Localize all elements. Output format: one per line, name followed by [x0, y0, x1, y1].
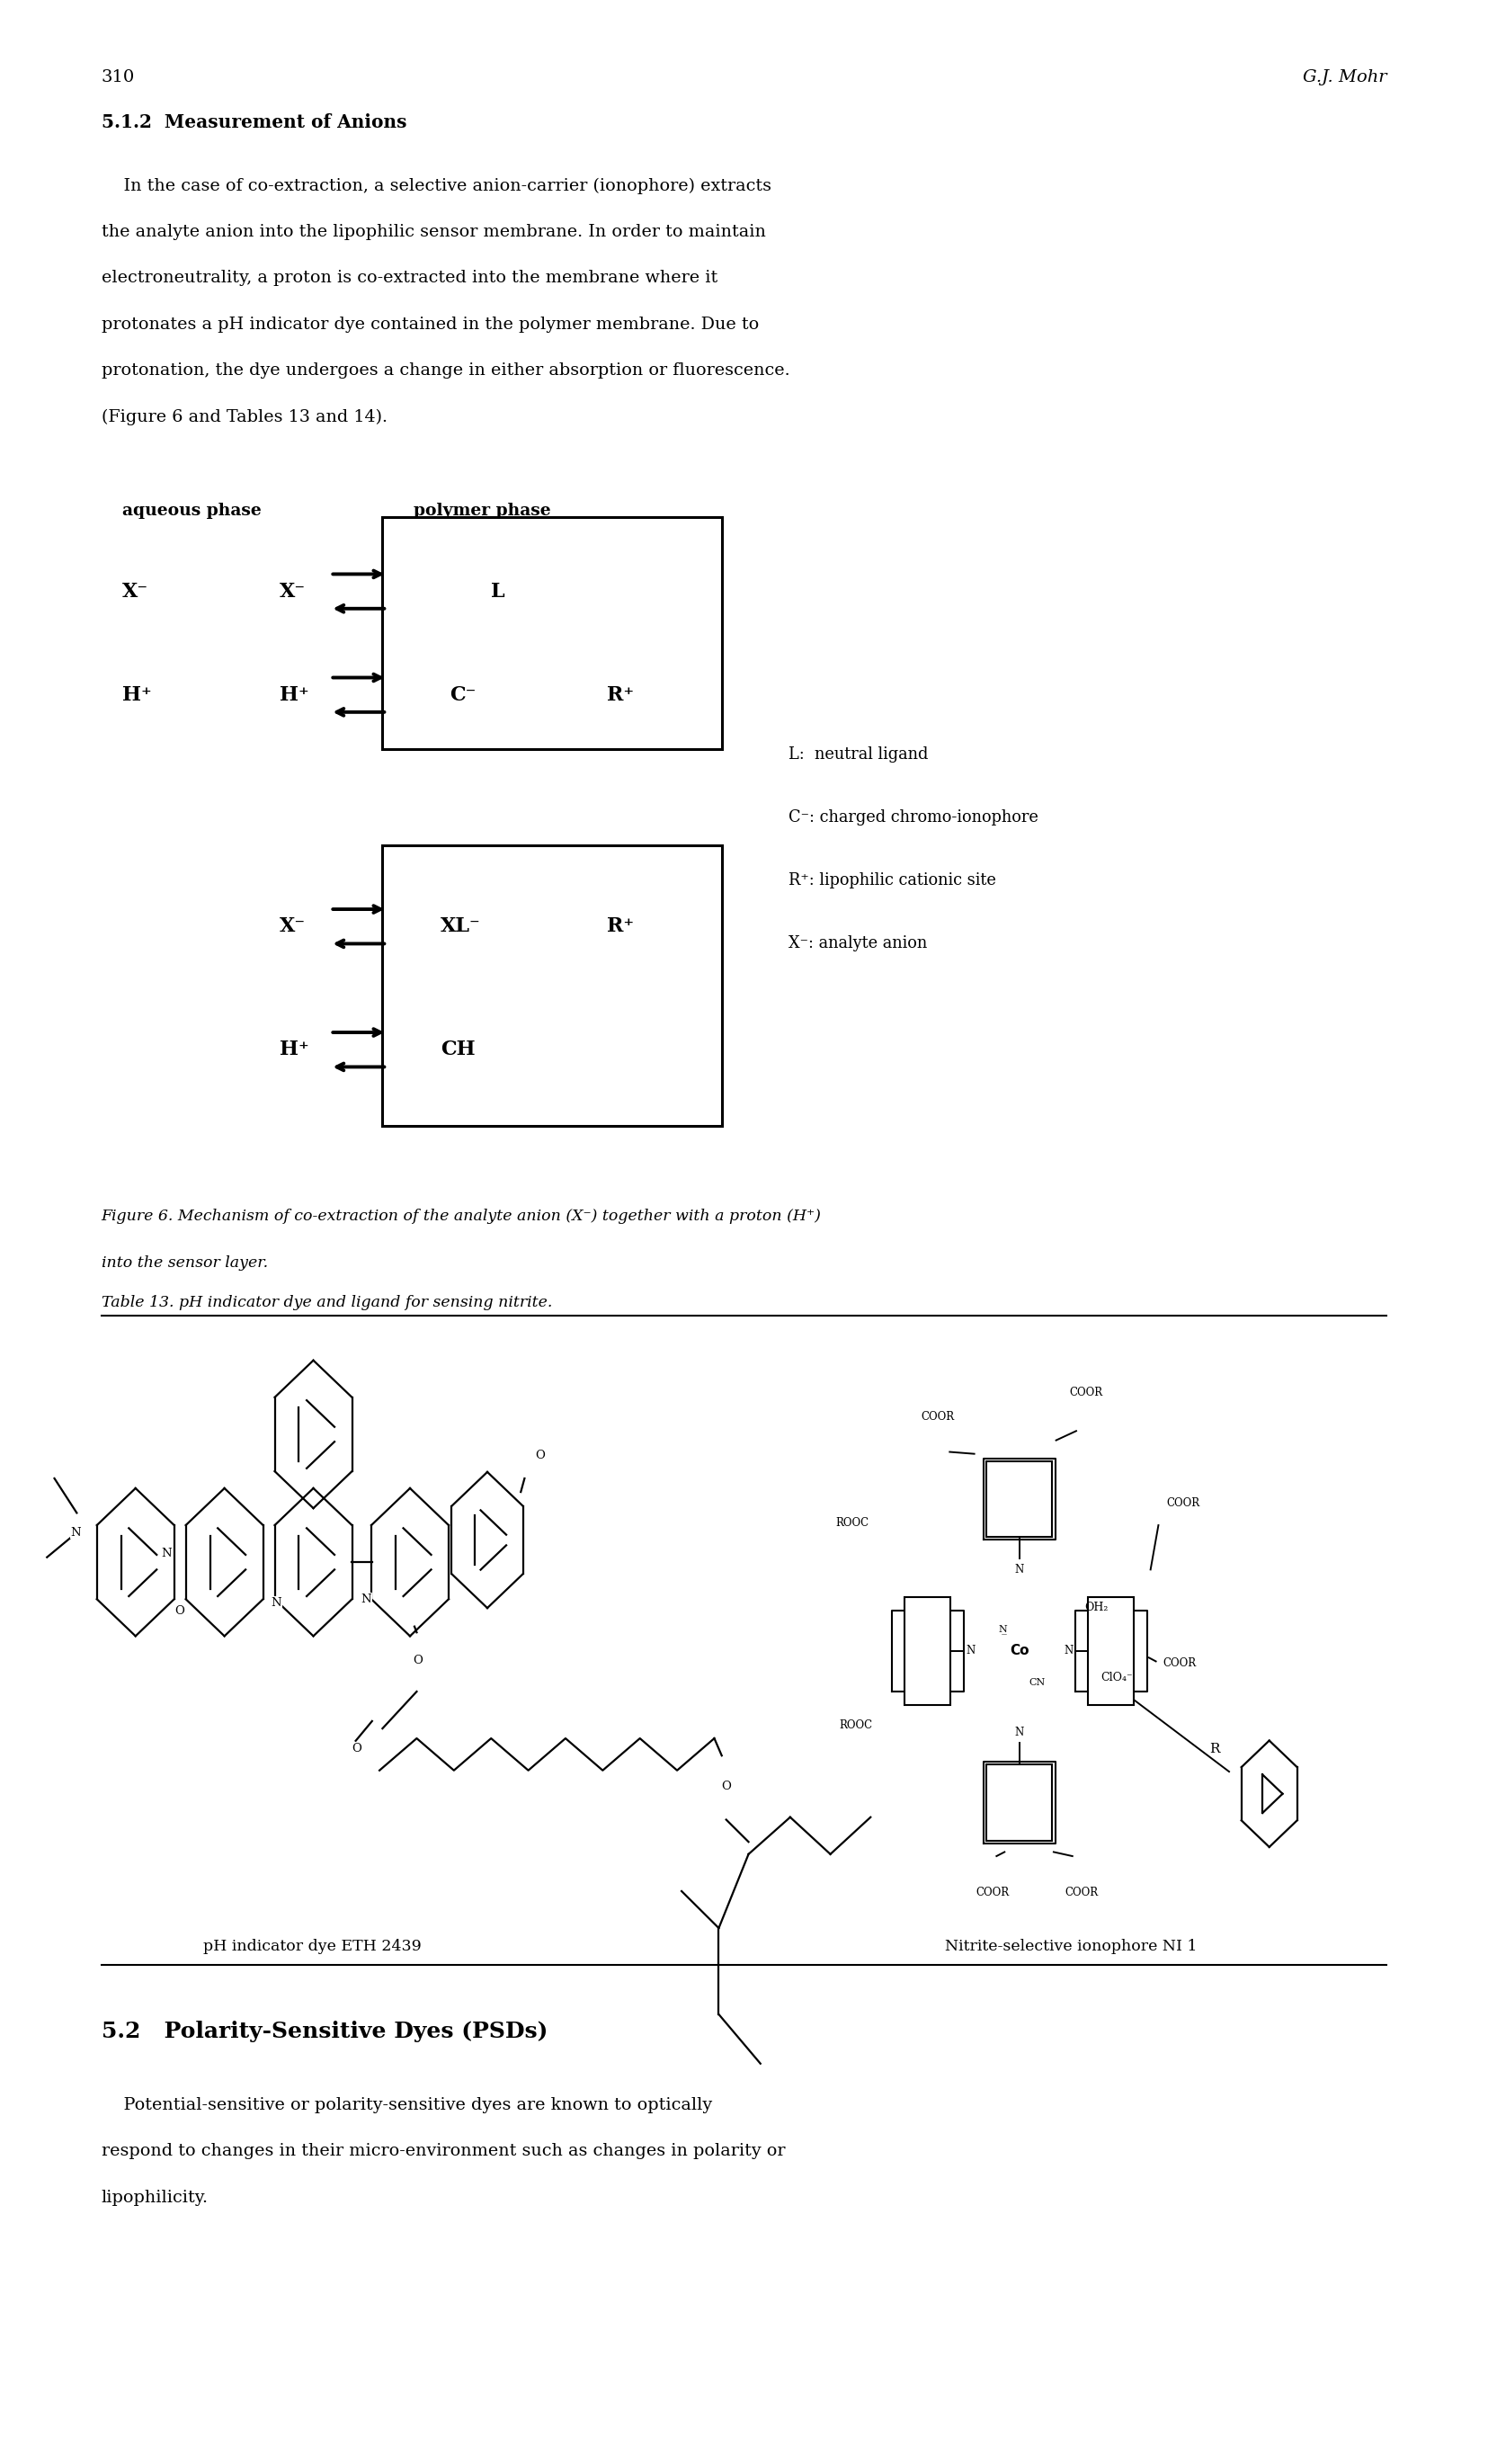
Text: Co: Co — [1010, 1643, 1028, 1658]
Text: COOR: COOR — [1070, 1387, 1103, 1397]
Text: H⁺: H⁺ — [122, 685, 152, 705]
Text: L: L — [491, 582, 504, 601]
Text: respond to changes in their micro-environment such as changes in polarity or: respond to changes in their micro-enviro… — [101, 2144, 786, 2158]
Text: (Figure 6 and Tables 13 and 14).: (Figure 6 and Tables 13 and 14). — [101, 409, 387, 426]
Text: N: N — [362, 1594, 372, 1604]
Text: COOR: COOR — [921, 1412, 954, 1422]
Text: X⁻: analyte anion: X⁻: analyte anion — [789, 936, 927, 951]
Text: In the case of co-extraction, a selective anion-carrier (ionophore) extracts: In the case of co-extraction, a selectiv… — [101, 177, 771, 195]
Text: N: N — [162, 1547, 173, 1560]
Text: N̲: N̲ — [998, 1624, 1007, 1634]
Text: electroneutrality, a proton is co-extracted into the membrane where it: electroneutrality, a proton is co-extrac… — [101, 271, 717, 286]
Text: G.J. Mohr: G.J. Mohr — [1302, 69, 1387, 86]
Text: O: O — [176, 1607, 185, 1616]
Text: N: N — [1064, 1646, 1073, 1656]
Text: into the sensor layer.: into the sensor layer. — [101, 1257, 268, 1271]
Text: R: R — [1210, 1742, 1220, 1757]
Text: X⁻: X⁻ — [280, 917, 307, 936]
Text: C⁻: charged chromo-ionophore: C⁻: charged chromo-ionophore — [789, 811, 1039, 825]
Text: N: N — [1015, 1727, 1024, 1737]
Text: N: N — [71, 1528, 82, 1538]
Text: polymer phase: polymer phase — [414, 503, 551, 520]
Text: O: O — [722, 1779, 731, 1791]
Text: lipophilicity.: lipophilicity. — [101, 2190, 208, 2205]
Text: ClO₄⁻: ClO₄⁻ — [1101, 1673, 1134, 1683]
Text: X⁻: X⁻ — [280, 582, 307, 601]
Text: Potential-sensitive or polarity-sensitive dyes are known to optically: Potential-sensitive or polarity-sensitiv… — [101, 2097, 711, 2114]
Text: CN: CN — [1030, 1678, 1046, 1688]
Bar — [382, 517, 722, 749]
Text: N: N — [966, 1646, 975, 1656]
Text: C⁻: C⁻ — [449, 685, 476, 705]
Text: pH indicator dye ETH 2439: pH indicator dye ETH 2439 — [204, 1939, 421, 1954]
Text: Co: Co — [1010, 1643, 1028, 1658]
Text: R⁺: R⁺ — [607, 685, 634, 705]
Text: the analyte anion into the lipophilic sensor membrane. In order to maintain: the analyte anion into the lipophilic se… — [101, 224, 765, 239]
Text: COOR: COOR — [1167, 1498, 1199, 1508]
Text: OH₂: OH₂ — [1085, 1602, 1109, 1614]
Text: R⁺: lipophilic cationic site: R⁺: lipophilic cationic site — [789, 872, 997, 890]
Text: CH: CH — [440, 1040, 475, 1060]
Text: protonation, the dye undergoes a change in either absorption or fluorescence.: protonation, the dye undergoes a change … — [101, 362, 790, 379]
Text: O: O — [414, 1656, 423, 1666]
Text: N: N — [1015, 1565, 1024, 1574]
Text: R⁺: R⁺ — [607, 917, 634, 936]
Text: L:  neutral ligand: L: neutral ligand — [789, 747, 929, 764]
Text: 5.1.2  Measurement of Anions: 5.1.2 Measurement of Anions — [101, 113, 406, 131]
Text: H⁺: H⁺ — [280, 685, 310, 705]
Text: 5.2   Polarity-Sensitive Dyes (PSDs): 5.2 Polarity-Sensitive Dyes (PSDs) — [101, 2020, 548, 2043]
Bar — [382, 845, 722, 1126]
Text: ROOC: ROOC — [839, 1720, 872, 1730]
Text: O: O — [351, 1742, 362, 1754]
Text: Table 13. pH indicator dye and ligand for sensing nitrite.: Table 13. pH indicator dye and ligand fo… — [101, 1296, 552, 1311]
Text: protonates a pH indicator dye contained in the polymer membrane. Due to: protonates a pH indicator dye contained … — [101, 315, 759, 333]
Bar — [987, 1764, 1052, 1841]
Text: XL⁻: XL⁻ — [440, 917, 481, 936]
Text: O: O — [536, 1449, 545, 1461]
Text: N: N — [1015, 1727, 1024, 1737]
Text: N: N — [271, 1597, 281, 1609]
Text: COOR: COOR — [976, 1887, 1009, 1897]
Bar — [905, 1597, 951, 1705]
Bar — [1088, 1597, 1134, 1705]
Text: aqueous phase: aqueous phase — [122, 503, 262, 520]
Text: Nitrite-selective ionophore NI 1: Nitrite-selective ionophore NI 1 — [945, 1939, 1198, 1954]
Text: N: N — [1064, 1646, 1073, 1656]
Text: N: N — [1015, 1565, 1024, 1574]
Text: X⁻: X⁻ — [122, 582, 149, 601]
Text: Figure 6. Mechanism of co-extraction of the analyte anion (X⁻) together with a p: Figure 6. Mechanism of co-extraction of … — [101, 1210, 821, 1225]
Text: N: N — [966, 1646, 975, 1656]
Text: H⁺: H⁺ — [280, 1040, 310, 1060]
Text: ROOC: ROOC — [836, 1518, 869, 1528]
Text: COOR: COOR — [1164, 1658, 1196, 1668]
Bar — [987, 1461, 1052, 1538]
Text: COOR: COOR — [1065, 1887, 1098, 1897]
Text: 310: 310 — [101, 69, 135, 86]
